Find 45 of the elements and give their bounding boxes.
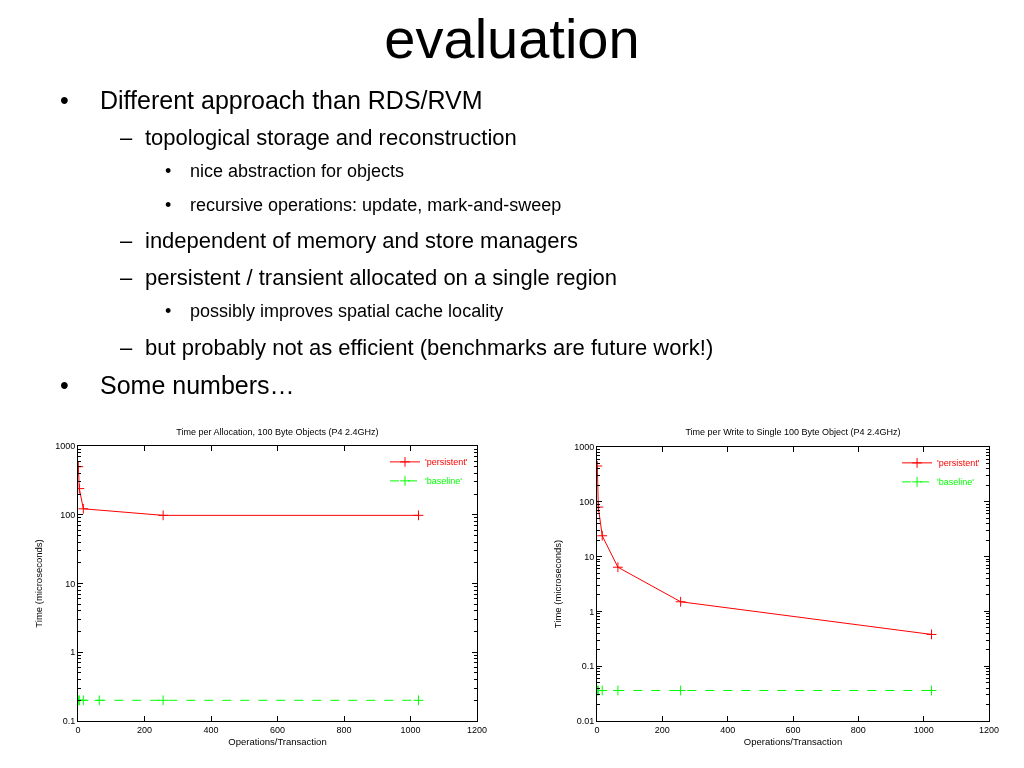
- x-tick-label: 1200: [466, 724, 488, 735]
- y-axis-title: Time (microseconds): [552, 539, 564, 629]
- x-tick-label: 800: [850, 724, 866, 735]
- legend-label: 'persistent': [937, 458, 980, 469]
- legend-label: 'baseline': [425, 476, 463, 487]
- x-tick-label: 0: [594, 724, 600, 735]
- y-tick-label: 0.01: [576, 716, 595, 727]
- y-tick-label: 0.1: [62, 716, 76, 727]
- x-axis-title: Operations/Transaction: [743, 735, 843, 747]
- x-tick-label: 200: [654, 724, 670, 735]
- y-tick-label: 0.1: [581, 661, 595, 672]
- y-tick-label: 100: [579, 496, 595, 507]
- text: • Different approach than RDS/RVM: [60, 85, 483, 115]
- x-tick-label: 400: [203, 724, 219, 735]
- x-tick-label: 600: [785, 724, 801, 735]
- text: • possibly improves spatial cache locality: [165, 301, 504, 323]
- y-tick-label: 10: [584, 551, 595, 562]
- y-tick-label: 10: [65, 578, 76, 589]
- x-tick-label: 800: [336, 724, 352, 735]
- x-tick-label: 1200: [978, 724, 1000, 735]
- chart-title: Time per Allocation, 100 Byte Objects (P4 2.4GHz): [176, 427, 379, 438]
- legend-label: 'baseline': [937, 477, 975, 488]
- x-tick-label: 0: [75, 724, 81, 735]
- y-tick-label: 1: [70, 647, 76, 658]
- x-tick-label: 200: [136, 724, 153, 735]
- text: • nice abstraction for objects: [165, 161, 405, 183]
- text: – persistent / transient allocated on a single region: [120, 265, 618, 292]
- x-axis-title: Operations/Transaction: [228, 735, 327, 747]
- x-tick-label: 1000: [400, 724, 421, 735]
- text: – independent of memory and store managers: [120, 228, 578, 255]
- x-tick-label: 400: [720, 724, 736, 735]
- y-tick-label: 100: [60, 509, 76, 520]
- legend-label: 'persistent': [425, 457, 468, 468]
- y-tick-label: 1000: [574, 442, 595, 453]
- chart-title: Time per Write to Single 100 Byte Object (P4 2.4GHz): [685, 427, 901, 438]
- text: evaluation: [383, 6, 641, 72]
- y-tick-label: 1: [589, 606, 595, 617]
- text: • recursive operations: update, mark-and-sweep: [165, 195, 562, 217]
- text: – but probably not as efficient (benchmarks are future work!): [120, 335, 714, 362]
- y-tick-label: 1000: [55, 441, 76, 452]
- text: • Some numbers…: [60, 370, 295, 400]
- y-axis-title: Time (microseconds): [33, 539, 45, 628]
- text: – topological storage and reconstruction: [120, 125, 517, 152]
- x-tick-label: 1000: [913, 724, 934, 735]
- x-tick-label: 600: [269, 724, 286, 735]
